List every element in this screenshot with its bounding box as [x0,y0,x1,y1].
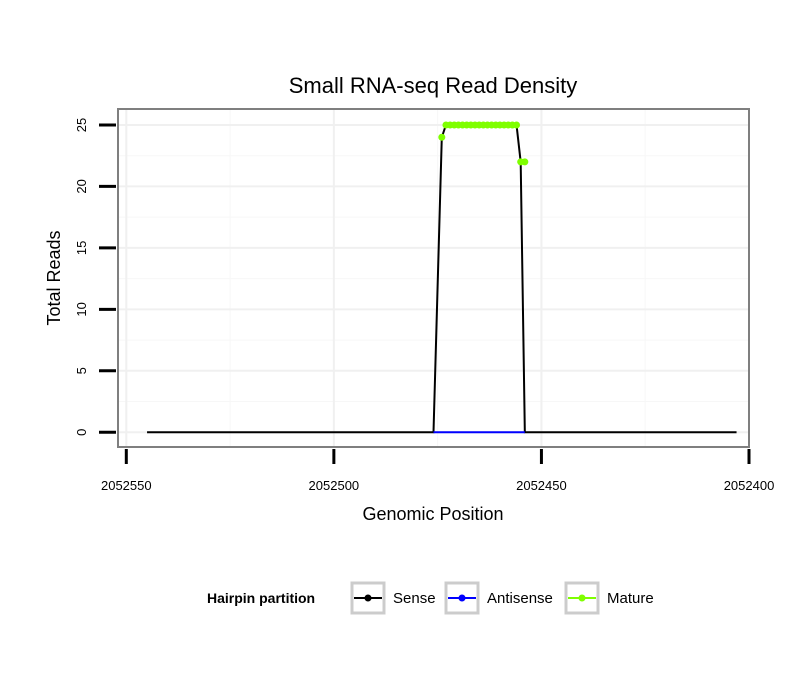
y-tick-label: 25 [74,118,89,132]
legend-label: Sense [393,590,436,607]
x-axis: 2052550 2052500 2052450 2052400 [101,449,774,493]
legend-key-point [578,594,586,602]
legend-entries: Sense Antisense Mature [350,581,654,615]
y-tick-label: 20 [74,179,89,193]
y-tick-label: 5 [74,367,89,374]
chart-title: Small RNA-seq Read Density [289,73,578,98]
series-layer [147,121,737,434]
x-tick-label: 2052450 [516,478,567,493]
y-tick-label: 15 [74,241,89,255]
y-axis-title: Total Reads [44,230,64,325]
plot-panel [117,108,750,448]
x-axis-title: Genomic Position [362,504,503,524]
legend-key-point [364,594,372,602]
legend-key-point [458,594,466,602]
plot-background [118,109,749,447]
mature-point [513,121,521,129]
legend-label: Antisense [487,590,553,607]
x-tick-label: 2052500 [309,478,360,493]
legend-label: Mature [607,590,654,607]
y-axis: 0 5 10 15 20 25 [74,118,116,436]
x-tick-label: 2052550 [101,478,152,493]
mature-point [521,158,529,166]
legend-title: Hairpin partition [207,590,315,606]
mature-point [438,133,446,141]
y-tick-label: 0 [74,429,89,436]
plot-border [117,108,750,448]
y-tick-label: 10 [74,302,89,316]
x-tick-label: 2052400 [724,478,775,493]
legend: Hairpin partition Sense Antisense Mature [207,581,654,615]
